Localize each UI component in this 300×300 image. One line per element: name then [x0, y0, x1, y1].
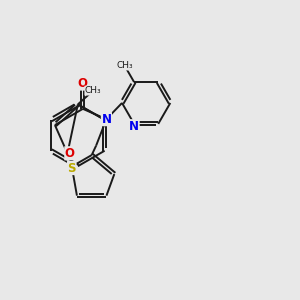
Text: CH₃: CH₃: [116, 61, 133, 70]
Text: S: S: [68, 161, 76, 175]
Text: CH₃: CH₃: [85, 86, 101, 95]
Text: O: O: [78, 77, 88, 90]
Text: N: N: [101, 113, 111, 126]
Text: O: O: [65, 147, 75, 160]
Text: N: N: [129, 120, 139, 133]
